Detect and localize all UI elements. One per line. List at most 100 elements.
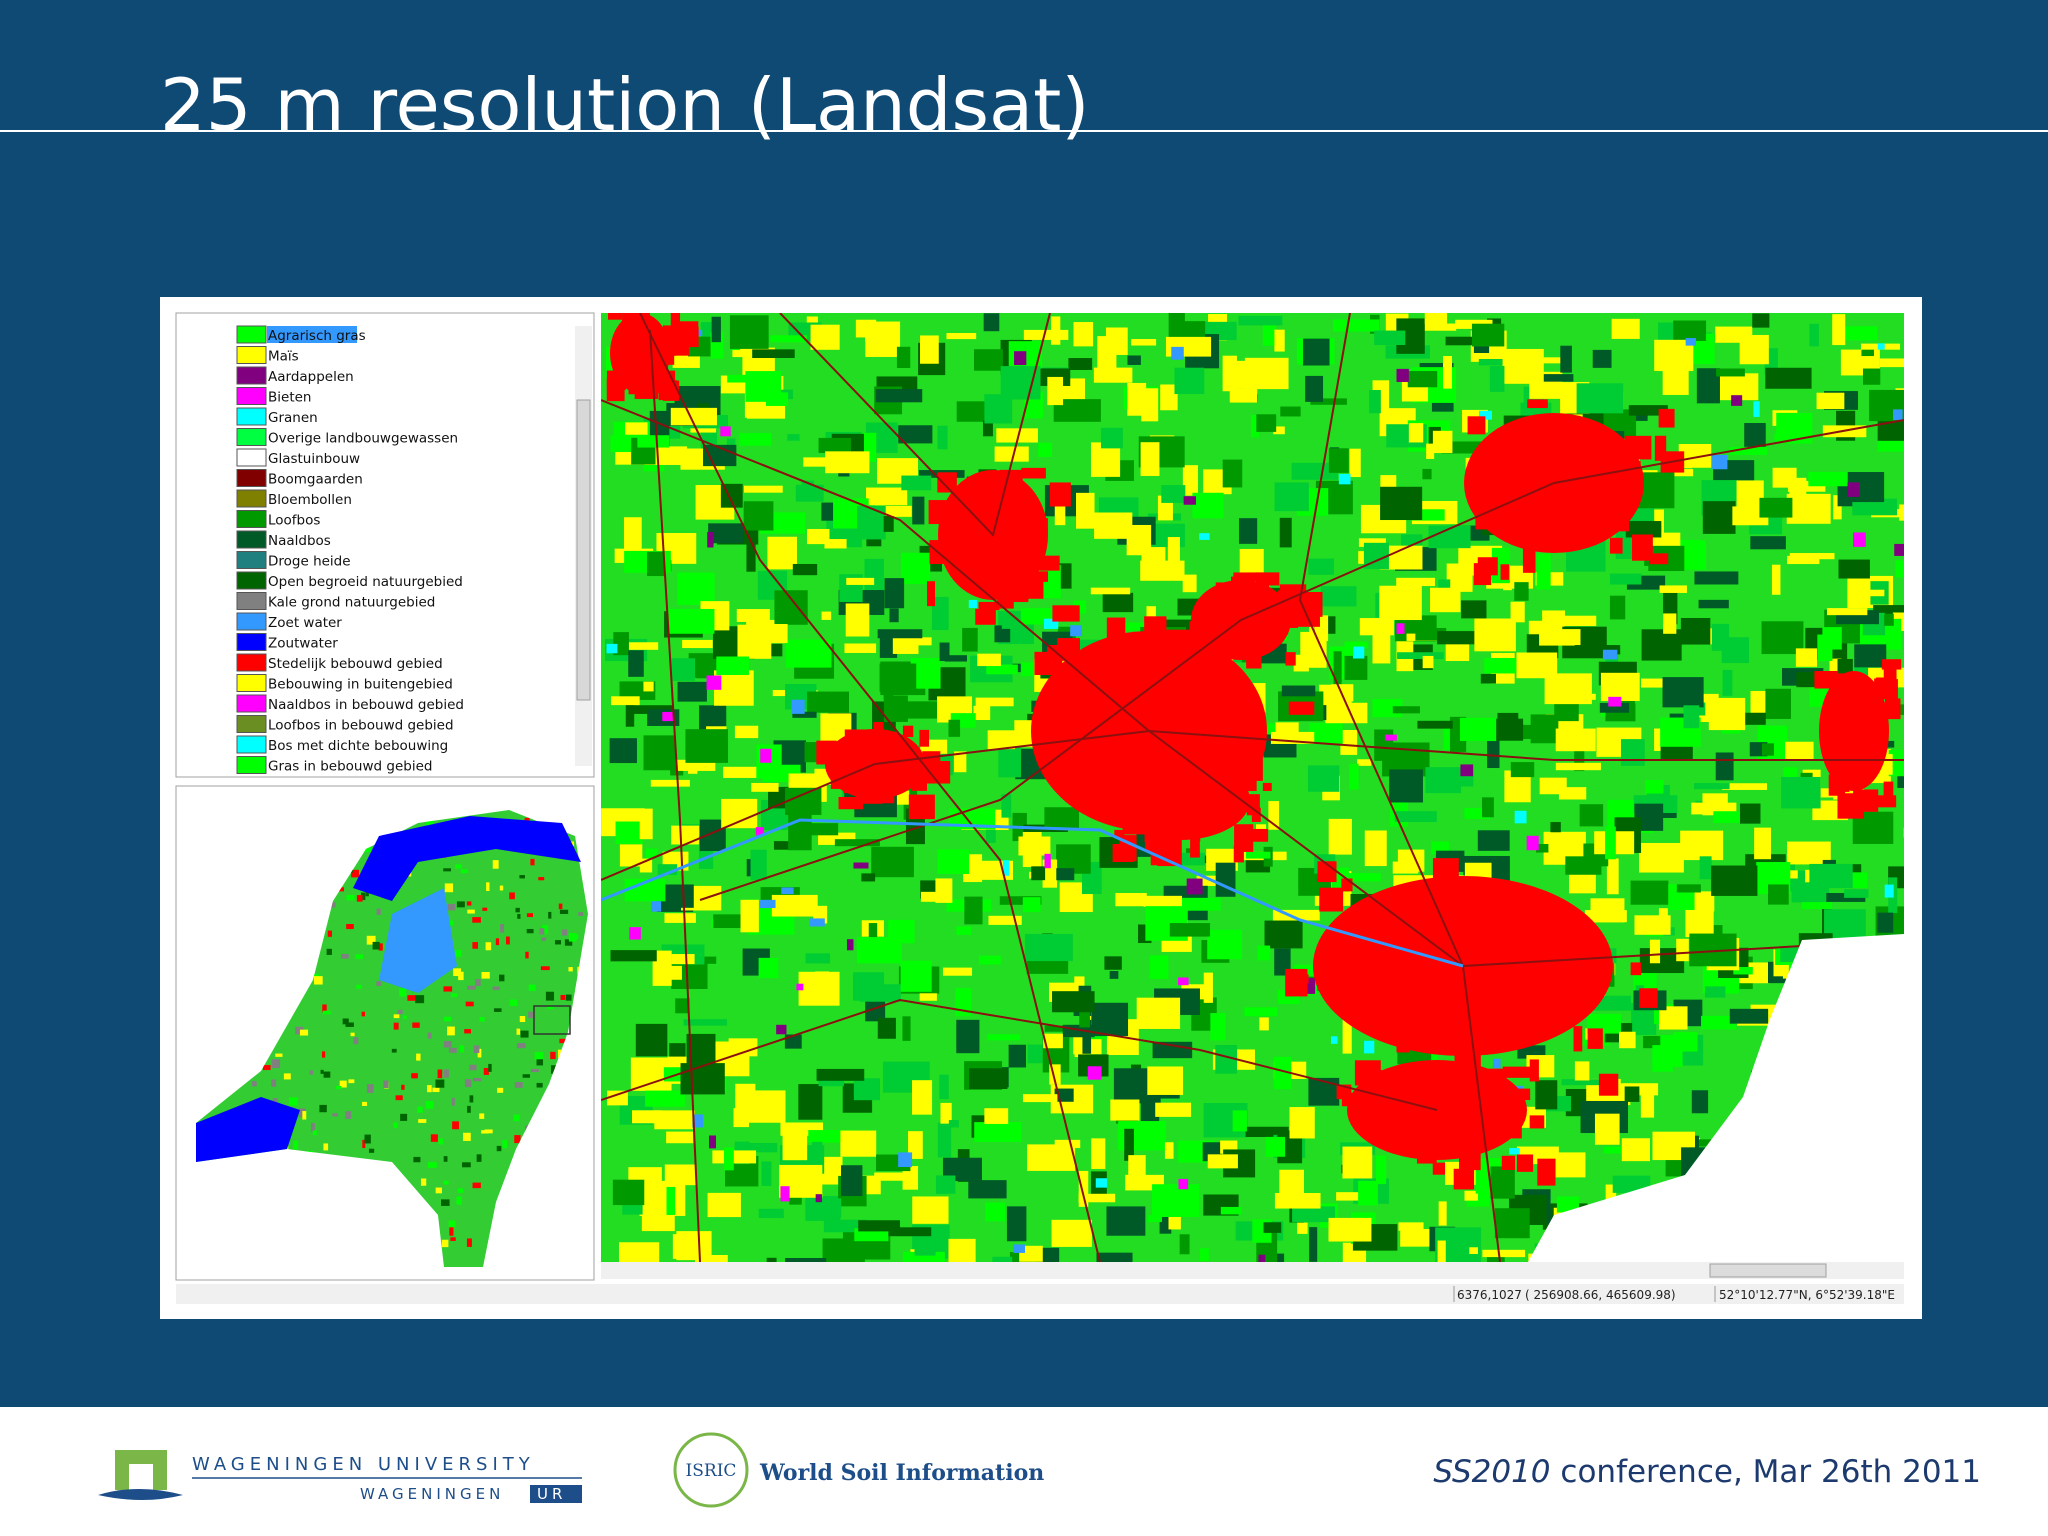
wur-logo xyxy=(115,1450,167,1490)
map-patch xyxy=(1051,1219,1092,1247)
overview-patch xyxy=(362,1139,366,1149)
map-patch xyxy=(767,536,797,570)
map-patch xyxy=(939,642,950,661)
map-patch xyxy=(975,697,1014,707)
map-patch xyxy=(1539,629,1581,646)
map-patch xyxy=(962,627,978,652)
map-patch xyxy=(840,1130,877,1157)
map-patch xyxy=(841,1165,863,1197)
overview-patch xyxy=(327,930,332,937)
map-patch xyxy=(1100,427,1123,449)
map-patch xyxy=(877,629,923,639)
map-patch xyxy=(1702,501,1736,534)
map-patch xyxy=(1232,1110,1247,1132)
map-patch xyxy=(1140,442,1160,476)
map-urban xyxy=(1142,795,1157,822)
map-patch xyxy=(1895,560,1904,578)
map-road xyxy=(1298,313,1501,1262)
map-urban xyxy=(1456,1063,1466,1090)
overview-patch xyxy=(435,1079,445,1088)
map-patch xyxy=(774,590,808,625)
map-patch xyxy=(1702,793,1728,816)
map-patch xyxy=(1207,1154,1238,1169)
map-urban xyxy=(960,481,971,501)
map-patch xyxy=(1744,423,1766,450)
overview-patch xyxy=(571,933,579,940)
map-patch xyxy=(1490,1166,1515,1199)
map-patch xyxy=(1489,365,1505,392)
map-patch xyxy=(1464,1190,1479,1201)
map-patch xyxy=(1022,1094,1058,1103)
map-urban xyxy=(1529,1115,1545,1129)
overview-patch xyxy=(451,993,458,997)
map-patch xyxy=(1392,706,1420,714)
map-urban xyxy=(1573,1026,1583,1052)
map-urban xyxy=(1133,768,1151,792)
map-patch xyxy=(1432,774,1474,787)
map-patch xyxy=(1537,357,1566,364)
map-urban xyxy=(1231,576,1244,601)
map-patch xyxy=(1274,1193,1321,1209)
map-patch xyxy=(956,926,972,935)
map-patch xyxy=(1685,338,1697,346)
wur-ur-box xyxy=(530,1485,582,1503)
map-patch xyxy=(645,1090,685,1107)
map-patch xyxy=(1186,878,1203,895)
legend-label: Stedelijk bebouwd gebied xyxy=(268,656,443,672)
map-patch xyxy=(1555,762,1601,771)
map-urban xyxy=(1354,1060,1381,1086)
map-patch xyxy=(1786,493,1831,524)
map-patch xyxy=(1829,658,1842,672)
overview-patch xyxy=(483,1067,489,1075)
map-patch xyxy=(901,475,932,491)
legend-swatch xyxy=(236,510,267,528)
overview-patch xyxy=(411,1073,418,1079)
map-patch xyxy=(1002,860,1010,876)
map-patch xyxy=(968,1180,1007,1199)
map-patch xyxy=(758,957,779,979)
overview-patch xyxy=(565,994,572,1001)
map-patch xyxy=(1178,897,1221,911)
map-patch xyxy=(1359,618,1395,636)
map-urban xyxy=(1501,1155,1516,1170)
overview-patch xyxy=(413,1156,421,1163)
map-patch xyxy=(1685,906,1714,938)
map-patch xyxy=(709,1135,716,1149)
map-urban xyxy=(1478,984,1488,1012)
map-patch xyxy=(1410,509,1445,521)
overview-patch xyxy=(550,1051,556,1060)
map-urban xyxy=(1500,564,1509,580)
map-patch xyxy=(912,1196,949,1224)
overview-extent xyxy=(533,1005,571,1035)
map-patch xyxy=(1494,1208,1530,1239)
map-patch xyxy=(1879,358,1904,368)
map-patch xyxy=(1333,319,1380,332)
map-urban xyxy=(1865,721,1880,740)
map-patch xyxy=(1437,1240,1446,1262)
map-patch xyxy=(625,700,635,727)
map-urban xyxy=(1471,976,1488,995)
map-patch xyxy=(1127,355,1141,365)
map-patch xyxy=(956,1019,980,1054)
map-patch xyxy=(874,505,912,517)
map-patch xyxy=(707,1192,741,1218)
map-urban xyxy=(922,761,951,784)
map-patch xyxy=(1022,897,1041,913)
map-patch xyxy=(611,696,640,706)
map-patch xyxy=(1574,645,1621,655)
map-patch xyxy=(1400,1229,1437,1247)
overview-patch xyxy=(391,1048,397,1053)
map-patch xyxy=(1641,629,1682,661)
map-patch xyxy=(1000,366,1041,400)
map-patch xyxy=(1659,585,1687,593)
map-urban xyxy=(1139,655,1157,683)
map-urban xyxy=(1319,887,1344,912)
map-patch xyxy=(1328,1217,1372,1242)
map-patch xyxy=(1396,368,1409,382)
map-urban xyxy=(1122,811,1144,835)
overview-patch xyxy=(378,943,383,951)
map-patch xyxy=(787,434,800,441)
map-urban xyxy=(651,365,661,394)
map-patch xyxy=(1308,1077,1340,1106)
overview-patch xyxy=(466,901,472,906)
